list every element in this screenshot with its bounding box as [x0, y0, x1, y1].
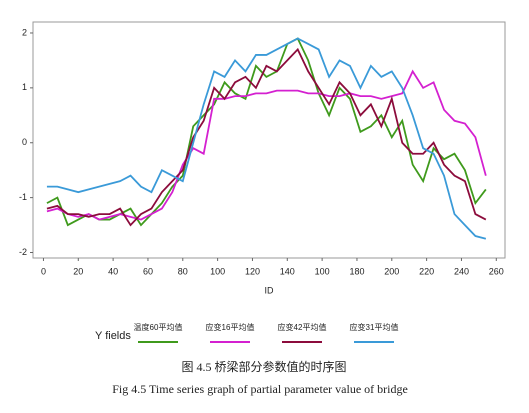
caption-en: Fig 4.5 Time series graph of partial par… [112, 382, 408, 396]
x-tick-label: 120 [245, 266, 260, 276]
plot-frame [32, 21, 506, 259]
legend-label: 应变31平均值 [350, 322, 399, 332]
x-tick-label: 240 [454, 266, 469, 276]
x-tick-label: 100 [210, 266, 225, 276]
y-tick-label: 0 [22, 137, 27, 147]
x-tick-label: 20 [73, 266, 83, 276]
series-line [46, 69, 487, 221]
caption-cn: 图 4.5 桥梁部分参数值的时序图 [181, 359, 346, 374]
x-tick-label: 180 [349, 266, 364, 276]
legend-label: 应变42平均值 [278, 322, 327, 332]
y-tick-label: 2 [22, 27, 27, 37]
x-tick-label: 80 [178, 266, 188, 276]
x-axis-label: ID [265, 285, 275, 295]
legend-label: 温度60平均值 [134, 322, 183, 332]
x-tick-label: 0 [41, 266, 46, 276]
x-tick-label: 220 [419, 266, 434, 276]
y-tick-label: 1 [22, 82, 27, 92]
y-tick-label: -2 [19, 247, 27, 257]
x-tick-label: 140 [280, 266, 295, 276]
series-line [46, 47, 487, 227]
legend-title: Y fields [95, 330, 131, 342]
legend-label: 应变16平均值 [206, 322, 255, 332]
x-tick-label: 40 [108, 266, 118, 276]
x-tick-label: 60 [143, 266, 153, 276]
series-line [46, 37, 487, 240]
x-tick-label: 200 [384, 266, 399, 276]
y-tick-label: -1 [19, 192, 27, 202]
x-tick-label: 100 [315, 266, 330, 276]
x-tick-label: 260 [489, 266, 504, 276]
